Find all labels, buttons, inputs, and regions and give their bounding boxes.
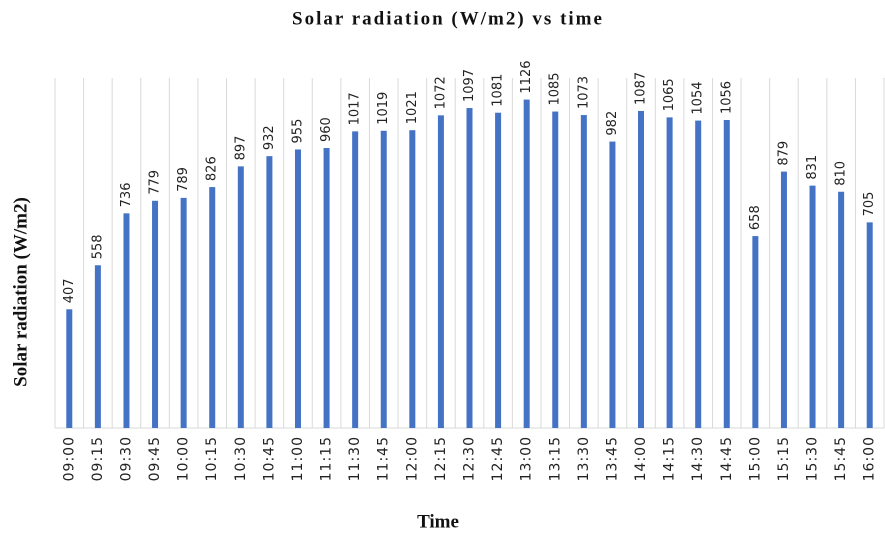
x-tick-label: 12:30 (462, 436, 478, 481)
x-tick-label: 15:30 (805, 436, 821, 481)
bar (123, 213, 130, 428)
bar (495, 112, 502, 428)
data-label: 736 (119, 183, 134, 208)
bar (723, 120, 730, 428)
x-tick-label: 15:45 (833, 436, 849, 481)
data-label: 932 (262, 125, 277, 150)
x-tick-label: 14:30 (690, 436, 706, 481)
data-label: 1065 (662, 78, 677, 111)
data-label: 1126 (519, 60, 534, 93)
data-label: 1021 (405, 91, 420, 124)
x-tick-label: 14:15 (662, 436, 678, 481)
data-label: 1019 (376, 92, 391, 125)
x-axis-label: Time (417, 511, 459, 532)
bar (237, 166, 244, 428)
x-tick-label: 12:45 (490, 436, 506, 481)
bar (866, 222, 873, 428)
data-label: 1073 (576, 76, 591, 109)
bar (838, 191, 845, 428)
bar (294, 149, 301, 429)
bar (323, 148, 330, 428)
bar (780, 171, 787, 428)
bar (380, 130, 387, 428)
bar (266, 156, 273, 428)
bar (94, 265, 101, 428)
data-label: 1085 (548, 72, 563, 105)
data-label: 826 (205, 156, 220, 181)
data-label: 789 (176, 167, 191, 192)
data-label: 1081 (491, 74, 506, 107)
data-label: 658 (748, 205, 763, 230)
bar (66, 309, 73, 428)
data-label: 779 (148, 170, 163, 195)
bar (638, 110, 645, 428)
x-tick-label: 13:15 (547, 436, 563, 481)
data-label: 705 (862, 192, 877, 217)
x-tick-label: 12:15 (433, 436, 449, 481)
x-tick-label: 11:30 (347, 436, 363, 481)
bar (409, 130, 416, 429)
data-label: 879 (776, 141, 791, 166)
x-tick-label: 13:45 (604, 436, 620, 481)
data-label: 558 (90, 234, 105, 259)
bar (580, 115, 587, 429)
data-label: 831 (805, 155, 820, 180)
x-tick-label: 14:45 (719, 436, 735, 481)
x-tick-label: 10:00 (176, 436, 192, 481)
x-tick-label: 09:45 (147, 436, 163, 481)
bar (752, 236, 759, 428)
bar (180, 197, 187, 428)
data-label: 1087 (634, 72, 649, 105)
x-tick-label: 09:00 (61, 436, 77, 481)
bar (666, 117, 673, 428)
x-tick-label: 12:00 (404, 436, 420, 481)
x-tick-label: 13:30 (576, 436, 592, 481)
bar (523, 99, 530, 428)
chart-title: Solar radiation (W/m2) vs time (292, 8, 604, 29)
bar (352, 131, 359, 428)
bar (695, 120, 702, 428)
data-label: 1054 (691, 81, 706, 114)
bar (209, 187, 216, 428)
data-label: 810 (834, 161, 849, 186)
bar (609, 141, 616, 429)
data-label: 955 (290, 119, 305, 144)
x-tick-label: 14:00 (633, 436, 649, 481)
x-tick-label: 10:15 (204, 436, 220, 481)
x-tick-label: 10:30 (233, 436, 249, 481)
bar (152, 200, 159, 428)
x-tick-label: 09:30 (118, 436, 134, 481)
x-tick-label: 16:00 (862, 436, 878, 481)
bar (552, 111, 559, 429)
bar (437, 115, 444, 428)
data-label: 1056 (719, 81, 734, 114)
bar (809, 185, 816, 428)
x-tick-label: 11:45 (376, 436, 392, 481)
x-tick-label: 13:00 (519, 436, 535, 481)
x-tick-label: 11:00 (290, 436, 306, 481)
data-label: 407 (62, 278, 77, 303)
data-label: 897 (233, 136, 248, 161)
data-label: 960 (319, 117, 334, 142)
bar (466, 108, 473, 429)
data-label: 1072 (433, 76, 448, 109)
data-label: 1097 (462, 69, 477, 102)
x-tick-label: 09:15 (90, 436, 106, 481)
x-tick-label: 11:15 (319, 436, 335, 481)
x-tick-label: 10:45 (261, 436, 277, 481)
data-label: 982 (605, 111, 620, 136)
x-tick-label: 15:15 (776, 436, 792, 481)
data-label: 1017 (348, 92, 363, 125)
y-axis-label: Solar radiation (W/m2) (10, 197, 31, 387)
x-tick-label: 15:00 (747, 436, 763, 481)
